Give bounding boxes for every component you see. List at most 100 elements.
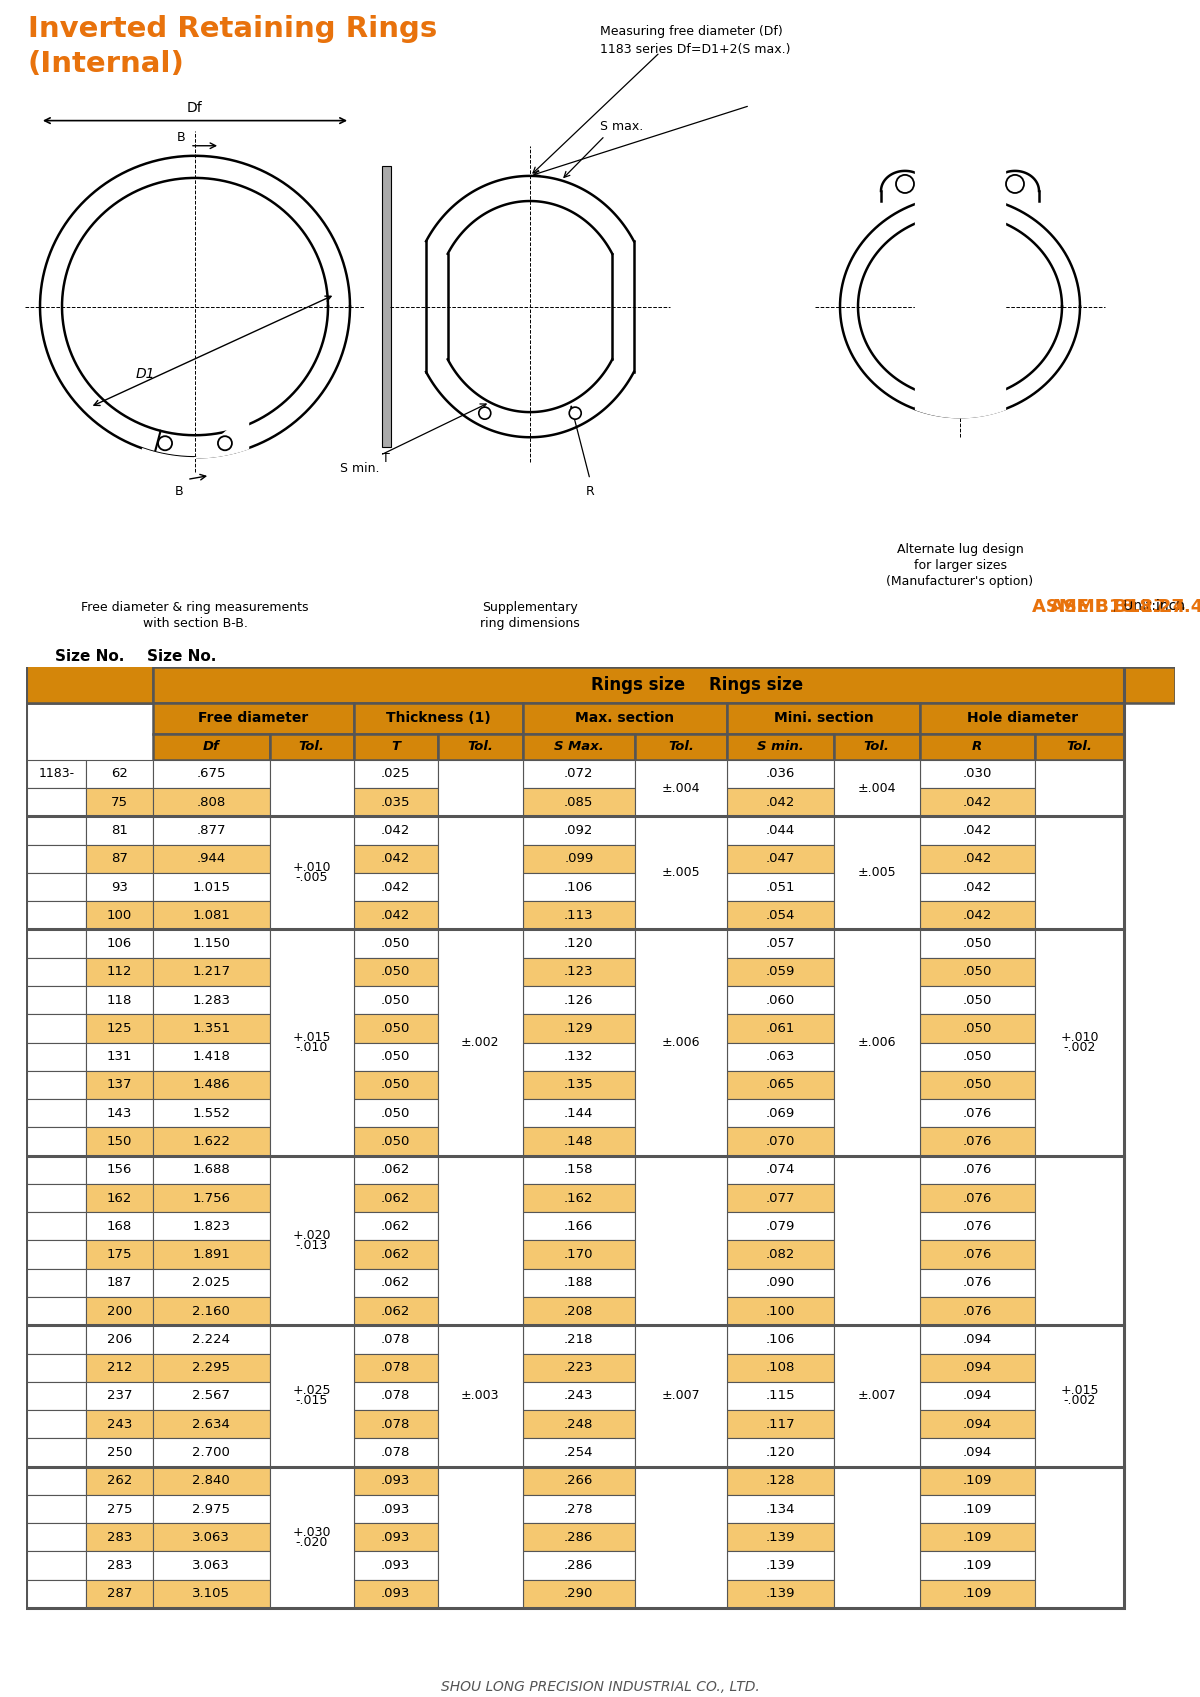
Bar <box>354 1156 438 1185</box>
Text: .078: .078 <box>380 1446 410 1459</box>
Bar <box>86 1269 152 1297</box>
Text: .050: .050 <box>380 1050 410 1064</box>
Circle shape <box>569 407 581 419</box>
Bar <box>26 1212 86 1241</box>
Bar <box>152 901 270 930</box>
Bar <box>920 845 1034 872</box>
Text: .061: .061 <box>766 1022 796 1035</box>
Text: with section B-B.: with section B-B. <box>143 618 247 630</box>
Bar <box>920 1100 1034 1127</box>
Bar <box>920 872 1034 901</box>
Text: .109: .109 <box>962 1475 992 1487</box>
Bar <box>354 1495 438 1524</box>
Text: .076: .076 <box>962 1106 992 1120</box>
Text: .076: .076 <box>962 1191 992 1205</box>
Text: Alternate lug design: Alternate lug design <box>896 543 1024 557</box>
Text: .050: .050 <box>962 1022 992 1035</box>
Text: 125: 125 <box>107 1022 132 1035</box>
Text: .085: .085 <box>564 796 594 809</box>
Bar <box>86 1551 152 1580</box>
Text: .050: .050 <box>962 994 992 1006</box>
Text: .266: .266 <box>564 1475 594 1487</box>
Text: .108: .108 <box>766 1361 796 1375</box>
Text: .076: .076 <box>962 1305 992 1317</box>
Text: .062: .062 <box>380 1305 410 1317</box>
Text: .166: .166 <box>564 1220 594 1232</box>
Bar <box>86 1100 152 1127</box>
Text: B: B <box>176 131 185 144</box>
Text: 2.840: 2.840 <box>192 1475 230 1487</box>
Text: .162: .162 <box>564 1191 594 1205</box>
Text: Df: Df <box>187 100 203 115</box>
Bar <box>920 1325 1034 1354</box>
Bar <box>727 733 834 760</box>
Bar <box>270 1466 354 1609</box>
Bar <box>920 1297 1034 1325</box>
Text: .093: .093 <box>380 1531 410 1544</box>
Bar <box>152 1100 270 1127</box>
Bar <box>522 760 635 787</box>
Text: .148: .148 <box>564 1135 594 1147</box>
Bar <box>270 816 354 930</box>
Text: .042: .042 <box>962 881 992 894</box>
Bar <box>727 1015 834 1042</box>
Bar <box>635 816 727 930</box>
Text: .223: .223 <box>564 1361 594 1375</box>
Text: .036: .036 <box>766 767 796 781</box>
Text: Df: Df <box>203 740 220 753</box>
Bar <box>354 703 522 733</box>
Bar <box>26 872 86 901</box>
Text: .120: .120 <box>564 937 594 950</box>
Bar <box>522 1495 635 1524</box>
Bar <box>727 845 834 872</box>
Text: .062: .062 <box>380 1247 410 1261</box>
Text: .129: .129 <box>564 1022 594 1035</box>
Text: -.015: -.015 <box>295 1395 328 1407</box>
Bar <box>86 1015 152 1042</box>
Bar <box>522 1241 635 1269</box>
Bar <box>152 1439 270 1466</box>
Bar <box>26 1071 86 1100</box>
Bar <box>438 760 522 930</box>
Bar <box>438 1156 522 1325</box>
Text: S Max.: S Max. <box>554 740 604 753</box>
Bar <box>354 957 438 986</box>
Bar <box>152 1241 270 1269</box>
Text: Size No.: Size No. <box>146 650 216 664</box>
Text: .120: .120 <box>766 1446 796 1459</box>
Bar <box>635 760 727 816</box>
Bar <box>920 1042 1034 1071</box>
Bar <box>152 816 270 845</box>
Bar <box>152 1410 270 1439</box>
Text: 1.081: 1.081 <box>192 910 230 921</box>
Bar <box>354 816 438 845</box>
Text: .076: .076 <box>962 1220 992 1232</box>
Text: .132: .132 <box>564 1050 594 1064</box>
Text: .065: .065 <box>766 1078 796 1091</box>
Text: D1: D1 <box>136 367 155 380</box>
Bar <box>26 1269 86 1297</box>
Bar <box>152 1042 270 1071</box>
Bar <box>152 703 354 733</box>
Text: 62: 62 <box>110 767 128 781</box>
Bar <box>635 1325 727 1466</box>
Bar <box>152 1381 270 1410</box>
Bar <box>26 1354 86 1381</box>
Text: .144: .144 <box>564 1106 594 1120</box>
Bar <box>26 1100 86 1127</box>
Text: .139: .139 <box>766 1587 796 1600</box>
Bar <box>354 930 438 957</box>
Text: .047: .047 <box>766 852 796 865</box>
Text: +.030: +.030 <box>293 1526 331 1539</box>
Text: .042: .042 <box>380 825 410 837</box>
Bar <box>354 1325 438 1354</box>
Text: .286: .286 <box>564 1531 594 1544</box>
Text: .042: .042 <box>766 796 796 809</box>
Text: .094: .094 <box>962 1417 992 1431</box>
Bar <box>26 760 86 787</box>
Text: ±.002: ±.002 <box>461 1037 499 1049</box>
Text: .106: .106 <box>766 1332 796 1346</box>
Text: 131: 131 <box>107 1050 132 1064</box>
Text: Tol.: Tol. <box>1067 740 1092 753</box>
Text: .106: .106 <box>564 881 594 894</box>
